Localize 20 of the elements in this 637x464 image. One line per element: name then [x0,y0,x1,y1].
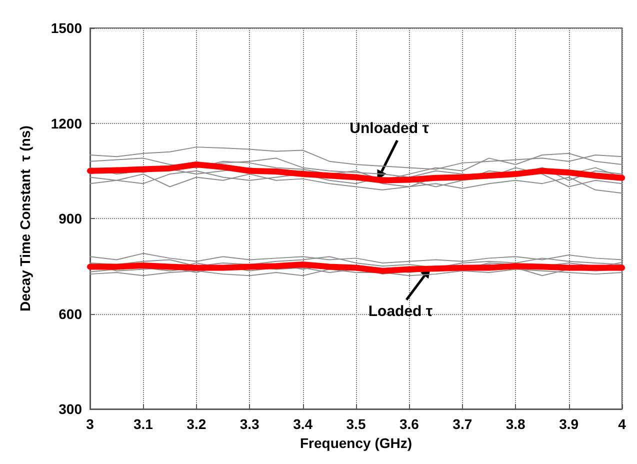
x-tick-label: 3 [86,416,94,432]
x-tick-label: 4 [618,416,626,432]
y-tick-label: 900 [58,210,82,226]
x-axis-title: Frequency (GHz) [300,434,412,451]
x-tick-label: 3.7 [452,416,472,432]
y-tick-label: 300 [58,401,82,417]
y-tick-label: 1500 [50,20,82,36]
x-tick-label: 3.1 [133,416,154,432]
x-tick-label: 3.6 [399,416,420,432]
y-tick-label: 600 [58,306,82,322]
x-tick-label: 3.9 [559,416,579,432]
x-tick-label: 3.4 [293,416,313,432]
annotation: Unloaded τ [350,120,430,137]
x-tick-label: 3.2 [186,416,206,432]
x-tick-label: 3.8 [506,416,526,432]
y-tick-label: 1200 [50,115,82,132]
x-tick-label: 3.3 [240,416,260,432]
y-axis-title: Decay Time Constant τ (ns) [17,126,33,312]
annotation: Loaded τ [368,303,433,320]
x-tick-label: 3.5 [346,416,366,432]
